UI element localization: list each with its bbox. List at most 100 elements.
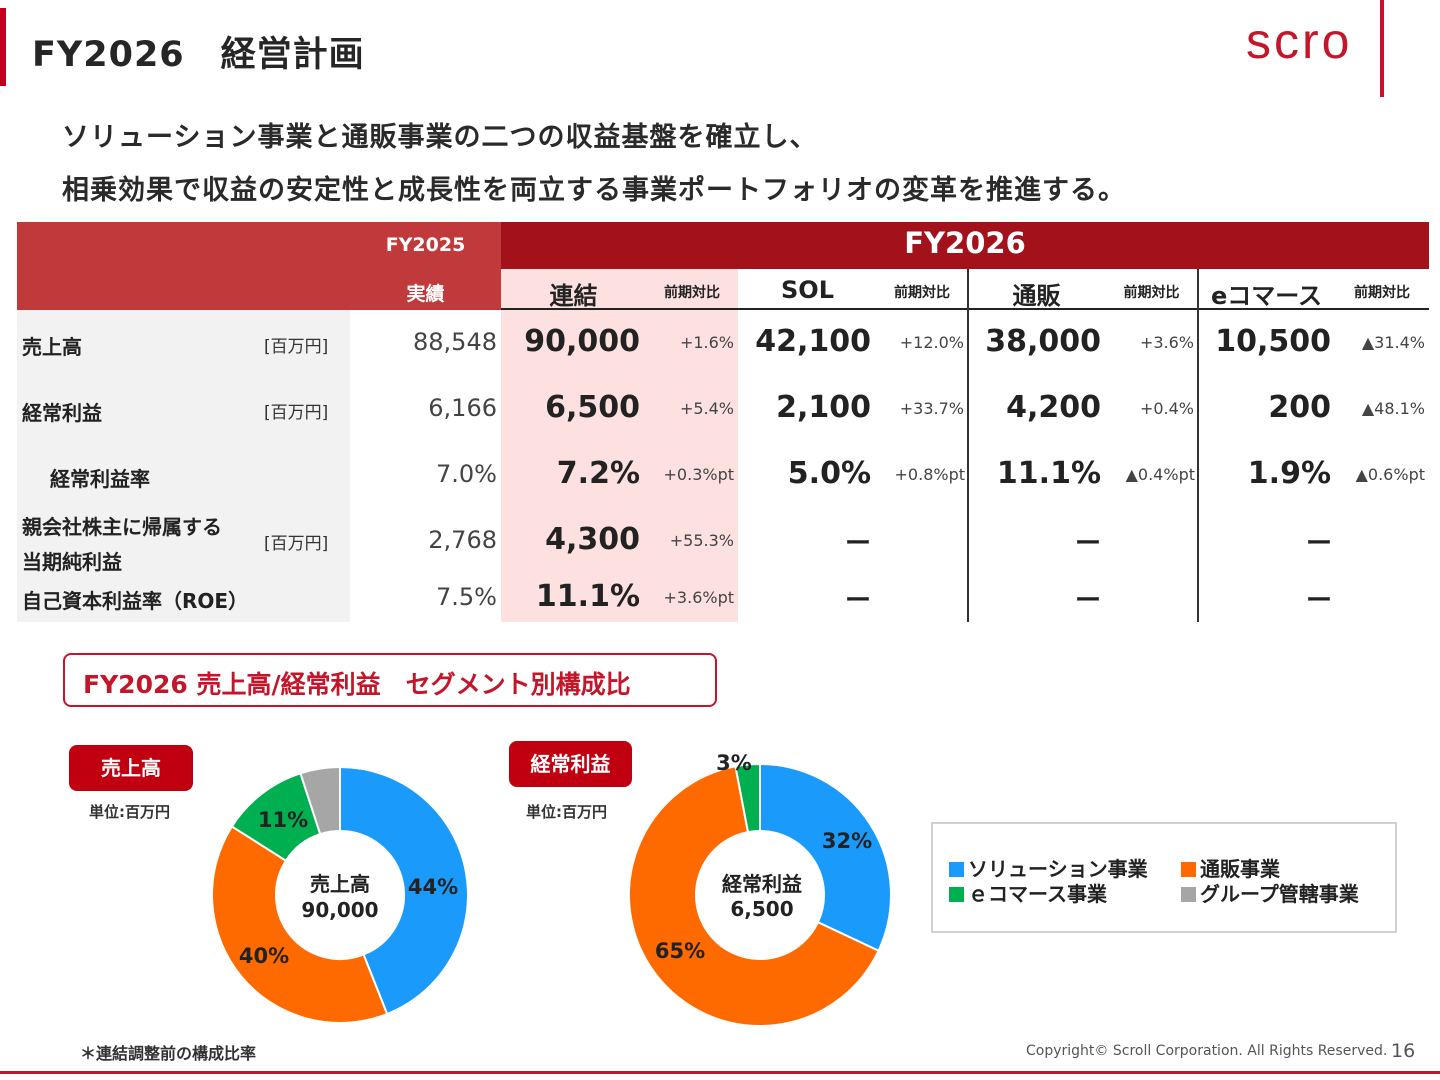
fy2025-subheader: 実績	[406, 283, 445, 305]
donut-slice-0	[339, 765, 469, 1016]
consolidated-value: 7.2%	[556, 456, 640, 491]
donut-slice-1	[628, 765, 880, 1027]
mailorder-value: 38,000	[985, 324, 1101, 359]
table-header-left	[17, 222, 501, 310]
row-label-sales: 売上高	[22, 335, 82, 359]
page-title: FY2026 経営計画	[32, 35, 365, 75]
sol-value: ー	[844, 586, 871, 616]
logo-bar	[1380, 0, 1384, 97]
headline-line-1: ソリューション事業と通販事業の二つの収益基盤を確立し、	[62, 122, 818, 153]
donut-data-label: 11%	[258, 808, 308, 832]
donut-data-label: 40%	[239, 944, 289, 968]
scroll-logo: scro	[1246, 13, 1353, 69]
sales-center-value: 90,000	[301, 898, 378, 922]
sales-donut-chart: 44% 40% 11%	[211, 765, 469, 1024]
ecommerce-change: ▲31.4%	[1361, 333, 1425, 352]
mailorder-value: 4,200	[1006, 390, 1101, 425]
table-header-fy2026	[501, 222, 1429, 269]
row-label-profit-margin: 経常利益率	[50, 467, 150, 491]
donut-slice-1	[211, 825, 389, 1024]
section-title-box	[63, 653, 717, 707]
table-divider	[1197, 269, 1199, 622]
sales-unit-note: 単位:百万円	[89, 803, 170, 821]
donut-data-label: 65%	[655, 939, 705, 963]
legend-swatch	[949, 862, 964, 877]
sales-badge: 売上高	[69, 745, 193, 791]
legend-item-ecommerce: ｅコマース事業	[949, 878, 1107, 907]
legend-swatch	[1181, 887, 1196, 902]
donut-data-label: 44%	[408, 875, 458, 899]
legend-item-solution: ソリューション事業	[949, 853, 1148, 882]
table-label-column	[17, 310, 350, 622]
ecommerce-value: 10,500	[1215, 324, 1331, 359]
segment-header-ecommerce: eコマース	[1210, 282, 1323, 310]
footnote: ＊連結調整前の構成比率	[80, 1044, 257, 1063]
sol-change: +33.7%	[899, 399, 964, 418]
consolidated-change: +0.3%pt	[663, 465, 734, 484]
mailorder-change: +3.6%	[1139, 333, 1194, 352]
row-label-ordinary-profit: 経常利益	[22, 401, 102, 425]
consolidated-value: 4,300	[545, 522, 640, 557]
mailorder-value: 11.1%	[996, 456, 1101, 491]
mailorder-value: ー	[1074, 529, 1101, 559]
mailorder-value: ー	[1074, 586, 1101, 616]
fy2026-header: FY2026	[904, 226, 1026, 260]
table-consolidated-column	[501, 310, 738, 622]
title-accent-bar	[0, 8, 6, 86]
chart-legend: ソリューション事業 通販事業 ｅコマース事業 グループ管轄事業	[931, 822, 1397, 933]
profit-donut-chart: 32% 65% 3%	[628, 751, 892, 1027]
donut-data-label: 3%	[716, 751, 752, 775]
change-header: 前期対比	[664, 285, 720, 301]
profit-unit-note: 単位:百万円	[526, 803, 607, 821]
table-header-consolidated	[501, 269, 738, 310]
table-header-underline	[501, 308, 1429, 310]
donut-charts: 44% 40% 11% 32% 65% 3% 売上高 90,000 経常利益 6,500	[211, 751, 892, 1027]
fy2025-value: 7.5%	[436, 583, 497, 611]
page-number: 16	[1391, 1040, 1416, 1062]
consolidated-value: 90,000	[524, 324, 640, 359]
donut-slice-0	[759, 762, 892, 953]
sol-value: 2,100	[776, 390, 871, 425]
consolidated-change: +3.6%pt	[663, 588, 734, 607]
change-header: 前期対比	[1354, 285, 1410, 301]
ecommerce-value: ー	[1305, 529, 1332, 559]
row-label-net-income-1: 親会社株主に帰属する	[22, 515, 222, 539]
sol-value: ー	[844, 529, 871, 559]
sol-value: 5.0%	[787, 456, 871, 491]
row-label-roe: 自己資本利益率（ROE）	[22, 589, 249, 613]
fy2025-value: 88,548	[413, 328, 497, 356]
donut-slice-2	[734, 762, 761, 834]
ecommerce-change: ▲48.1%	[1361, 399, 1425, 418]
profit-center-label: 経常利益	[722, 872, 802, 896]
row-label-net-income-2: 当期純利益	[22, 550, 122, 574]
footer-line	[0, 1071, 1440, 1074]
consolidated-change: +5.4%	[679, 399, 734, 418]
donut-data-label: 32%	[822, 829, 872, 853]
sol-change: +12.0%	[899, 333, 964, 352]
mailorder-change: +0.4%	[1139, 399, 1194, 418]
segment-header-consolidated: 連結	[549, 282, 598, 310]
profit-badge: 経常利益	[509, 741, 632, 787]
fy2025-header: FY2025	[385, 234, 466, 256]
consolidated-value: 11.1%	[535, 579, 640, 614]
row-unit: [百万円]	[264, 337, 329, 357]
ecommerce-value: ー	[1305, 586, 1332, 616]
change-header: 前期対比	[894, 285, 950, 301]
change-header: 前期対比	[1123, 285, 1180, 301]
legend-swatch	[949, 887, 964, 902]
profit-center-value: 6,500	[730, 897, 793, 921]
consolidated-value: 6,500	[545, 390, 640, 425]
segment-header-mailorder: 通販	[1012, 282, 1061, 310]
legend-item-mailorder: 通販事業	[1181, 853, 1280, 882]
fy2025-value: 2,768	[428, 526, 497, 554]
fy2025-value: 6,166	[428, 394, 497, 422]
mailorder-change: ▲0.4%pt	[1125, 465, 1195, 484]
ecommerce-value: 200	[1268, 390, 1331, 425]
consolidated-change: +1.6%	[679, 333, 734, 352]
row-unit: [百万円]	[264, 403, 329, 423]
fy2025-value: 7.0%	[436, 460, 497, 488]
headline-line-2: 相乗効果で収益の安定性と成長性を両立する事業ポートフォリオの変革を推進する。	[62, 175, 1126, 206]
ecommerce-value: 1.9%	[1247, 456, 1331, 491]
legend-item-group: グループ管轄事業	[1181, 878, 1359, 907]
donut-slice-3	[299, 765, 341, 836]
